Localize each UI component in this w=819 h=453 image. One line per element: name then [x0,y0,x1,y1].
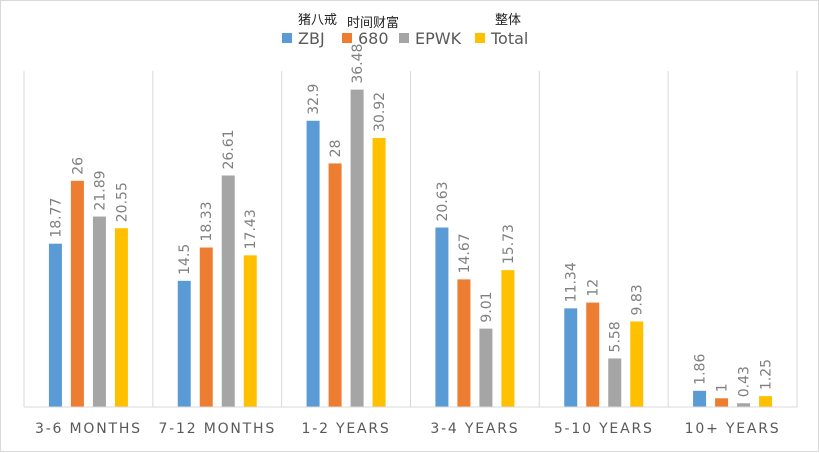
data-label-680-5: 1 [715,383,731,392]
legend-label-cn-680: 时间财富 [347,15,399,31]
legend-label-680: 680 [358,29,389,48]
category-separators [23,71,798,407]
data-label-zbj-0: 18.77 [48,198,64,238]
bar-zbj-1 [177,280,191,407]
bar-epwk-1 [221,175,235,407]
bar-total-2 [372,137,386,407]
bar-zbj-5 [693,390,707,407]
category-label: 7-12 MONTHS [158,421,276,437]
bar-epwk-0 [92,216,106,407]
bar-epwk-2 [350,89,364,408]
data-labels: 18.77 26 21.89 20.55 14.5 18.33 26.61 17.43 32.9… [48,44,774,398]
data-label-680-0: 26 [70,157,86,175]
data-label-680-4: 12 [586,279,602,297]
legend-swatch-total [475,33,485,43]
bar-epwk-5 [737,403,751,407]
category-labels: 3-6 MONTHS 7-12 MONTHS 1-2 YEARS 3-4 YEARS 5… [35,421,781,437]
bar-zbj-2 [306,120,320,408]
data-label-680-1: 18.33 [199,201,215,241]
data-label-epwk-2: 36.48 [350,44,366,84]
bar-680-2 [328,163,342,407]
data-label-total-1: 17.43 [243,209,259,249]
data-label-epwk-5: 0.43 [737,366,753,397]
data-label-680-3: 14.67 [457,233,473,273]
data-label-total-3: 15.73 [501,224,517,264]
data-label-total-4: 9.83 [630,284,646,315]
bar-total-0 [114,228,128,407]
legend-swatch-epwk [399,33,409,43]
data-label-epwk-3: 9.01 [479,291,495,322]
data-label-epwk-4: 5.58 [608,321,624,352]
bar-zbj-4 [564,308,578,407]
bar-680-1 [199,247,213,407]
bar-zbj-3 [435,227,449,407]
data-label-680-2: 28 [328,140,344,158]
data-label-total-5: 1.25 [759,359,775,390]
bar-total-3 [501,270,515,407]
bar-680-5 [715,398,729,407]
bar-zbj-0 [48,243,62,407]
data-label-zbj-2: 32.9 [306,84,322,115]
bar-680-3 [457,279,471,407]
legend-label-total: Total [490,29,528,48]
bar-total-5 [759,396,773,407]
data-label-zbj-5: 1.86 [693,354,709,385]
legend-label-cn-total: 整体 [495,13,521,28]
bar-epwk-3 [479,328,493,407]
category-label: 5-10 YEARS [554,421,654,437]
legend-label-cn-zbj: 猪八戒 [298,13,337,28]
bar-680-4 [586,302,600,407]
category-label: 1-2 YEARS [302,421,391,437]
data-label-total-2: 30.92 [372,92,388,132]
legend-label-zbj: ZBJ [298,29,325,48]
category-label: 10+ YEARS [685,421,781,437]
bars [48,89,773,408]
data-label-zbj-1: 14.5 [177,244,193,275]
bar-epwk-4 [608,358,622,407]
data-label-zbj-3: 20.63 [435,181,451,221]
data-label-epwk-0: 21.89 [92,170,108,210]
data-label-zbj-4: 11.34 [564,262,580,302]
data-label-total-0: 20.55 [114,182,130,222]
bar-680-0 [70,180,84,407]
category-label: 3-4 YEARS [430,421,519,437]
bar-total-4 [630,321,644,407]
legend-swatch-zbj [282,33,292,43]
data-label-epwk-1: 26.61 [221,129,237,169]
category-label: 3-6 MONTHS [35,421,142,437]
legend-swatch-680 [342,33,352,43]
legend-label-epwk: EPWK [415,29,462,48]
bar-total-1 [243,255,257,407]
